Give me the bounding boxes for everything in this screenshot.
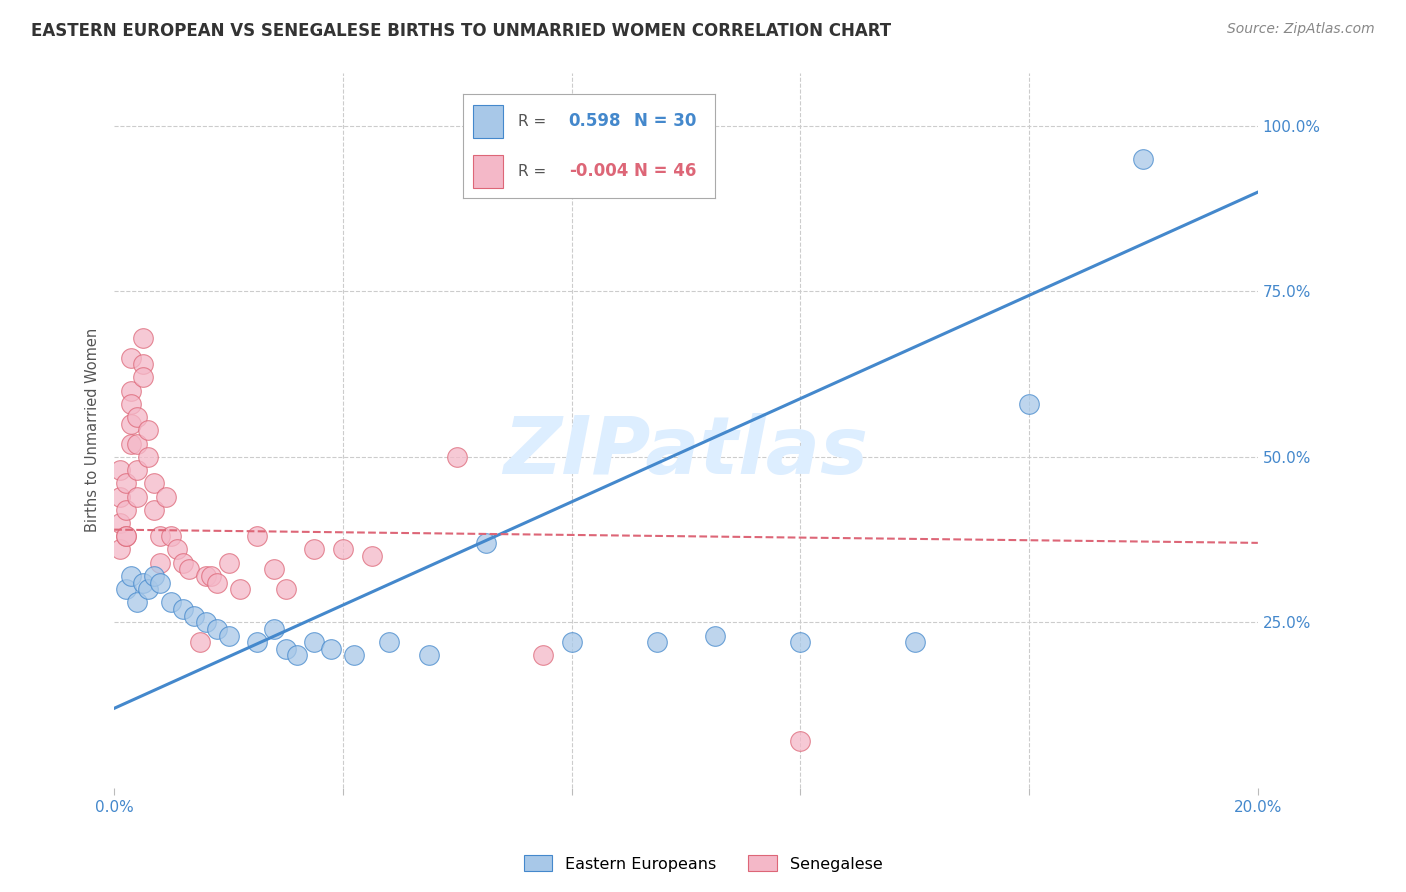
Point	[160, 595, 183, 609]
Point	[274, 582, 297, 597]
Point	[531, 648, 554, 663]
Point	[304, 635, 326, 649]
Text: Source: ZipAtlas.com: Source: ZipAtlas.com	[1227, 22, 1375, 37]
Point	[703, 628, 725, 642]
Point	[143, 503, 166, 517]
Y-axis label: Births to Unmarried Women: Births to Unmarried Women	[86, 328, 100, 533]
Point	[120, 384, 142, 398]
Point	[149, 575, 172, 590]
Point	[125, 463, 148, 477]
Point	[132, 331, 155, 345]
Point	[332, 542, 354, 557]
Point	[183, 608, 205, 623]
Point	[218, 556, 240, 570]
Point	[200, 569, 222, 583]
Point	[418, 648, 440, 663]
Point	[304, 542, 326, 557]
Point	[446, 450, 468, 464]
Point	[120, 417, 142, 431]
Point	[263, 622, 285, 636]
Point	[789, 734, 811, 748]
Point	[132, 575, 155, 590]
Point	[343, 648, 366, 663]
Point	[120, 569, 142, 583]
Point	[229, 582, 252, 597]
Point	[149, 556, 172, 570]
Point	[194, 569, 217, 583]
Point	[155, 490, 177, 504]
Point	[177, 562, 200, 576]
Point	[114, 503, 136, 517]
Point	[132, 370, 155, 384]
Point	[285, 648, 308, 663]
Point	[132, 357, 155, 371]
Point	[149, 529, 172, 543]
Point	[188, 635, 211, 649]
Point	[125, 595, 148, 609]
Point	[143, 569, 166, 583]
Legend: Eastern Europeans, Senegalese: Eastern Europeans, Senegalese	[516, 847, 890, 880]
Point	[172, 556, 194, 570]
Point	[789, 635, 811, 649]
Point	[125, 490, 148, 504]
Point	[120, 397, 142, 411]
Text: ZIPatlas: ZIPatlas	[503, 413, 869, 491]
Point	[108, 542, 131, 557]
Point	[172, 602, 194, 616]
Point	[114, 582, 136, 597]
Point	[1018, 397, 1040, 411]
Point	[263, 562, 285, 576]
Point	[125, 410, 148, 425]
Point	[561, 635, 583, 649]
Point	[160, 529, 183, 543]
Point	[246, 529, 269, 543]
Text: EASTERN EUROPEAN VS SENEGALESE BIRTHS TO UNMARRIED WOMEN CORRELATION CHART: EASTERN EUROPEAN VS SENEGALESE BIRTHS TO…	[31, 22, 891, 40]
Point	[205, 575, 228, 590]
Point	[205, 622, 228, 636]
Point	[138, 423, 160, 437]
Point	[114, 529, 136, 543]
Point	[475, 536, 498, 550]
Point	[321, 641, 343, 656]
Point	[274, 641, 297, 656]
Point	[120, 351, 142, 365]
Point	[904, 635, 927, 649]
Point	[138, 450, 160, 464]
Point	[120, 436, 142, 450]
Point	[246, 635, 269, 649]
Point	[360, 549, 382, 563]
Point	[114, 529, 136, 543]
Point	[108, 516, 131, 530]
Point	[114, 476, 136, 491]
Point	[194, 615, 217, 630]
Point	[143, 476, 166, 491]
Point	[218, 628, 240, 642]
Point	[108, 490, 131, 504]
Point	[108, 463, 131, 477]
Point	[377, 635, 399, 649]
Point	[166, 542, 188, 557]
Point	[1132, 152, 1154, 166]
Point	[125, 436, 148, 450]
Point	[647, 635, 669, 649]
Point	[138, 582, 160, 597]
